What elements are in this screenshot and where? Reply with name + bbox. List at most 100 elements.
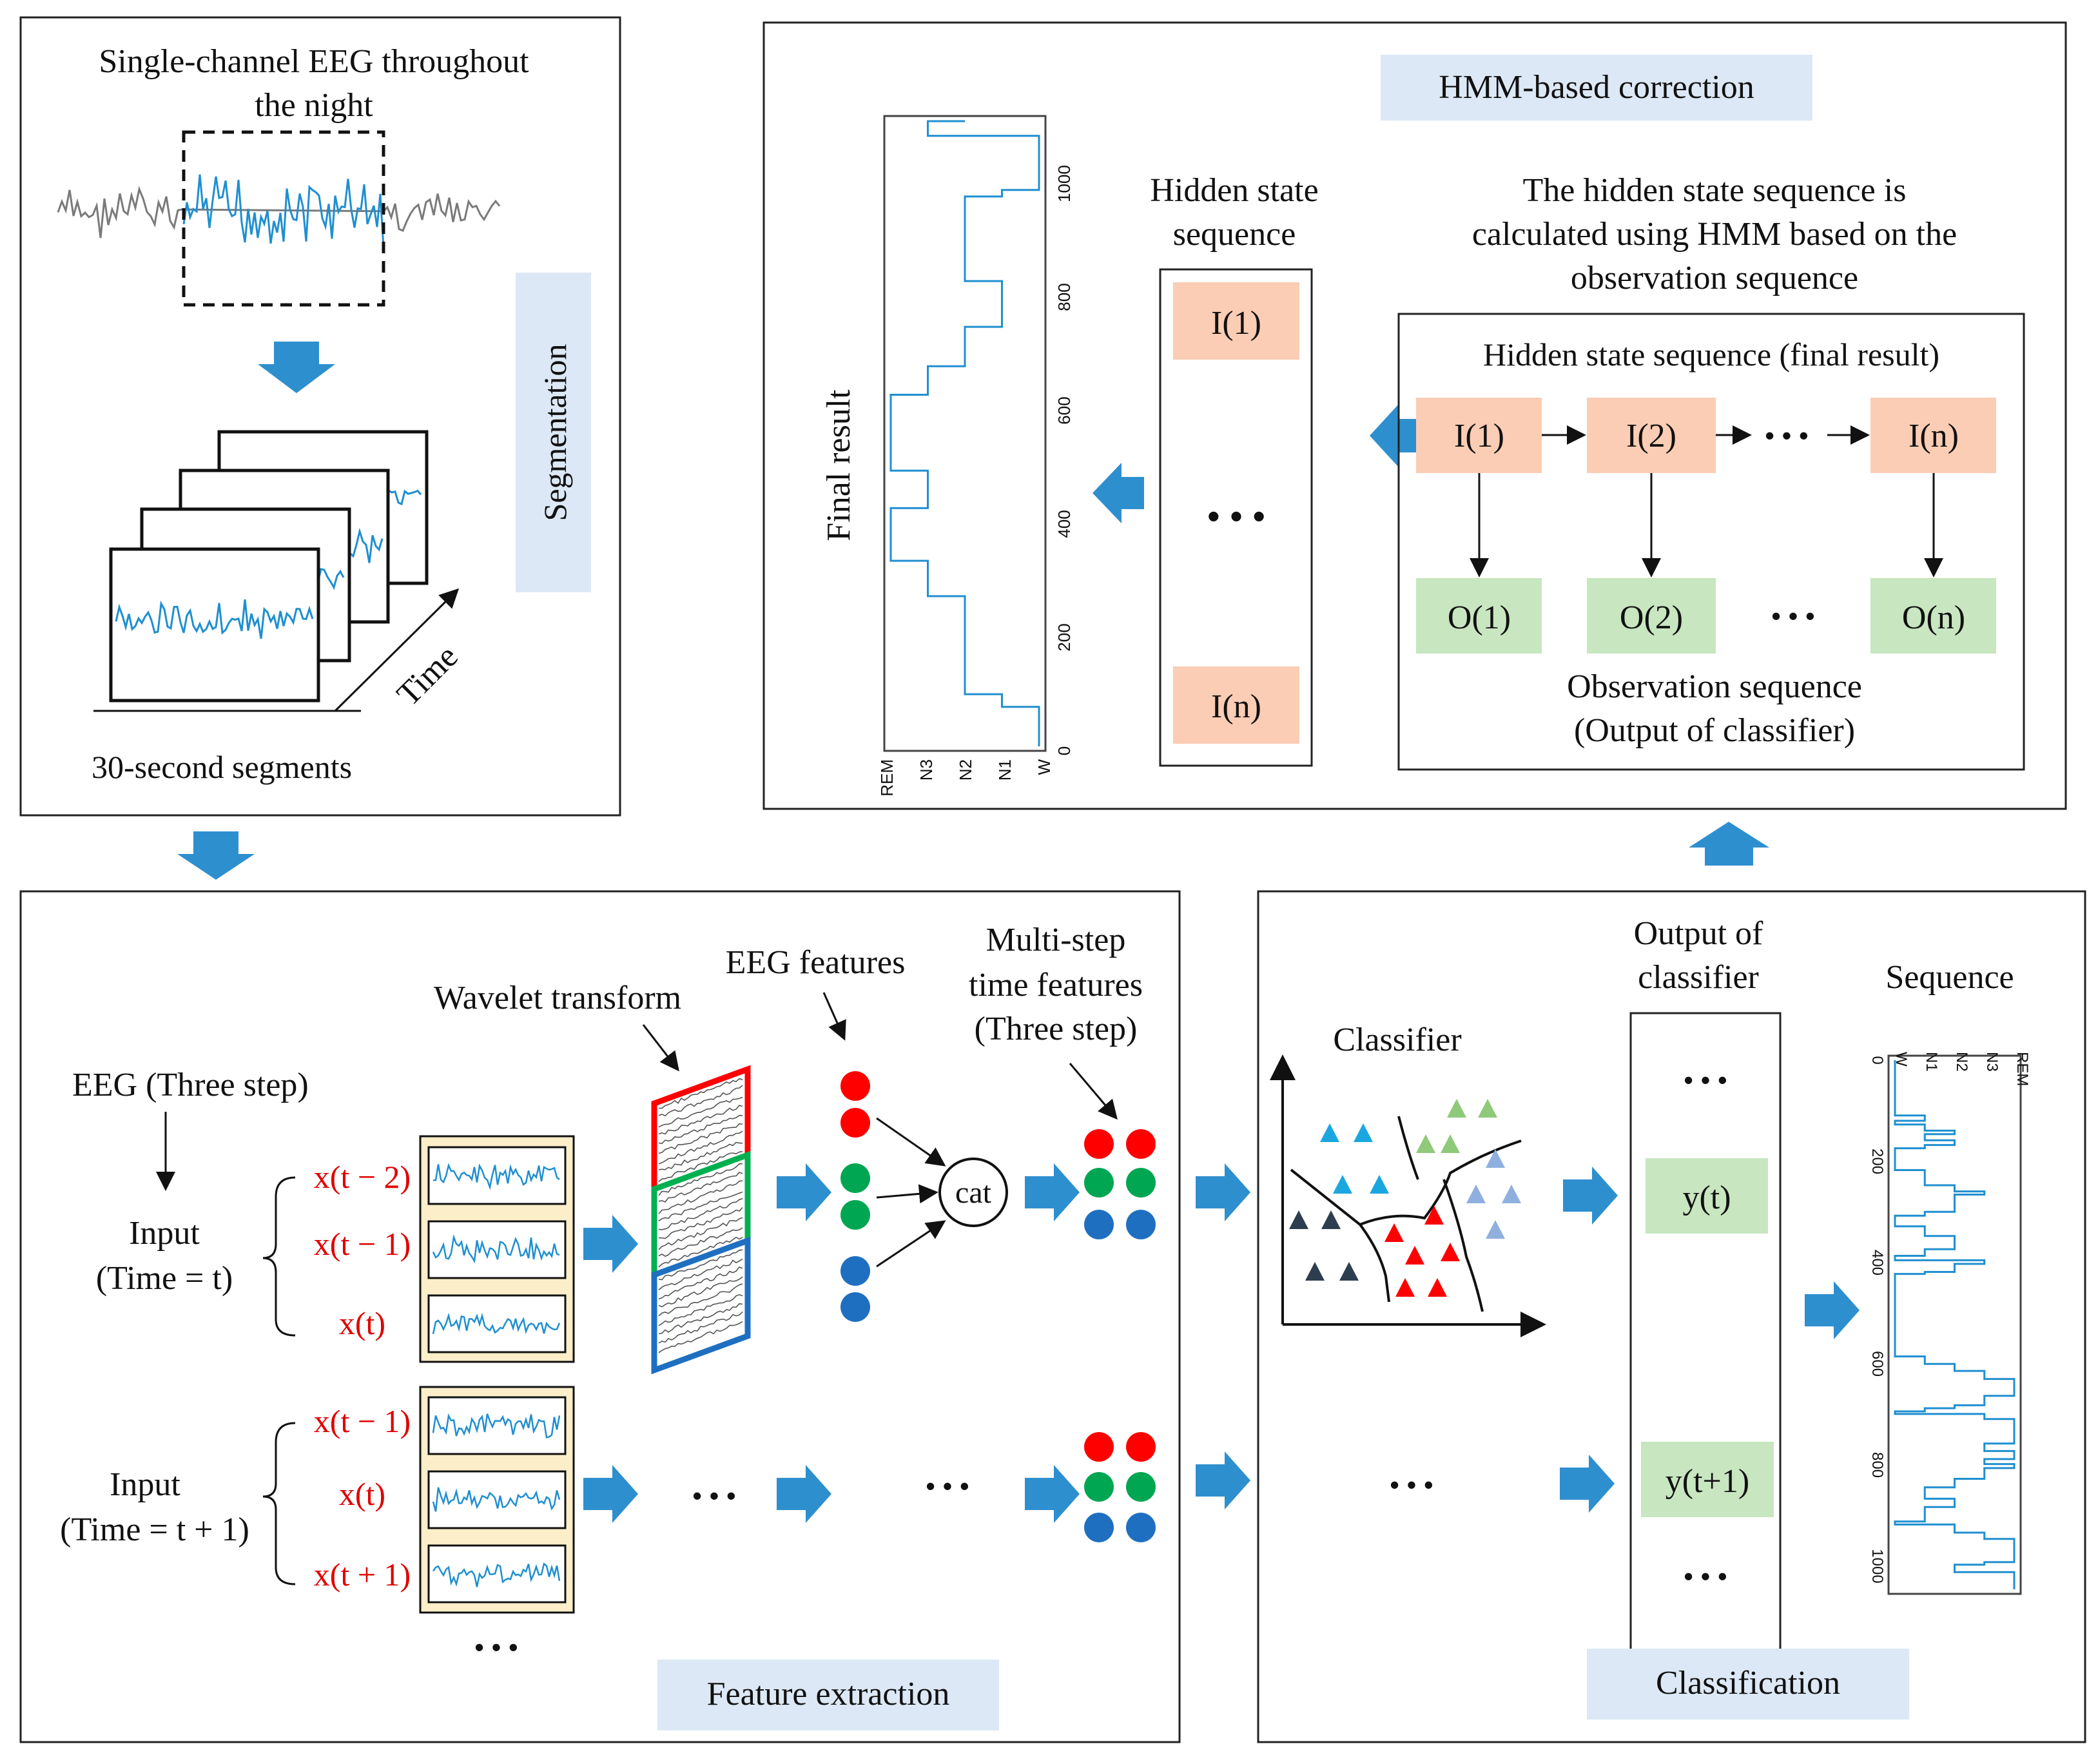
input1-line1: Input <box>129 1215 200 1252</box>
ms2-green-a <box>1084 1472 1114 1502</box>
multistep-line3: (Three step) <box>975 1011 1138 1047</box>
output-yt-box <box>1646 1158 1768 1234</box>
multistep-dots-1 <box>1084 1129 1156 1239</box>
feature-extraction-panel: EEG (Three step) Input (Time = t) x(t − … <box>19 890 1181 1743</box>
segment-stack: Time <box>93 430 465 713</box>
hidden-seq-column <box>1159 268 1313 767</box>
sequence-label: Sequence <box>1885 959 2014 996</box>
signal-box <box>427 1396 567 1455</box>
class-sample-triangle <box>1405 1246 1424 1265</box>
ms1-green-a <box>1084 1168 1114 1197</box>
ms1-red-b <box>1126 1129 1156 1159</box>
eeg-features-label: EEG features <box>726 944 906 981</box>
input2-x-1: x(t − 1) <box>314 1403 411 1439</box>
arrow-dots-to-output <box>1560 1455 1615 1513</box>
seq-y-tick: 800 <box>1869 1452 1886 1478</box>
feature-label-box <box>657 1660 999 1730</box>
classifier-dots: • • • <box>1390 1469 1433 1500</box>
observation-text-1: O(1) <box>1448 599 1511 636</box>
eeg-features-pointer <box>822 992 846 1041</box>
arrow-wavelet-to-features <box>777 1163 831 1221</box>
final-y-tick: 600 <box>1054 396 1074 424</box>
time-axis-arrow <box>334 588 460 712</box>
wavelet-map-3 <box>651 1236 751 1375</box>
decision-boundary-1 <box>1290 1168 1390 1303</box>
class-sample-triangle <box>1320 1123 1339 1142</box>
observation-caption-line1: Observation sequence <box>1567 668 1862 705</box>
final-result-plot: 0 200 400 600 800 1000 REM N3 N2 N1 W Final resul… <box>821 115 1074 797</box>
hmm-desc-line1: The hidden state sequence is <box>1523 172 1907 209</box>
segmentation-title-line1: Single-channel EEG throughout <box>99 43 529 80</box>
input2-x-3: x(t + 1) <box>314 1556 411 1593</box>
arrow-cat-to-multistep <box>1025 1163 1080 1221</box>
multistep-line2: time features <box>969 967 1143 1003</box>
feature-dot-red-2 <box>840 1108 870 1138</box>
class-sample-triangle <box>1441 1134 1460 1153</box>
input2-brace <box>262 1422 296 1585</box>
hidden-row-dots: • • • <box>1765 420 1808 451</box>
seq-x-tick: N3 <box>1983 1052 2001 1072</box>
eeg-signal-full-night <box>57 186 501 238</box>
observation-caption-line2: (Output of classifier) <box>1574 712 1855 749</box>
seq-x-tick: N2 <box>1953 1052 1970 1072</box>
wavelet-label: Wavelet transform <box>434 980 681 1016</box>
hidden-last-text: I(n) <box>1211 688 1261 725</box>
hidden-state-text-1: I(1) <box>1454 418 1504 454</box>
eeg-three-step-label: EEG (Three step) <box>72 1067 309 1103</box>
decision-boundary-4 <box>1442 1179 1484 1312</box>
ms2-red-b <box>1126 1432 1156 1462</box>
ms1-blue-b <box>1126 1210 1156 1239</box>
hidden-first-box <box>1173 282 1299 360</box>
classification-label: Classification <box>1656 1665 1840 1701</box>
class-sample-triangle <box>1428 1278 1447 1297</box>
classifier-output-hypnogram <box>1894 1060 2015 1589</box>
hidden-state-box-n <box>1870 398 1996 473</box>
feature-dot-green-2 <box>840 1200 870 1230</box>
hidden-state-box-2 <box>1587 398 1716 473</box>
multistep-dots-2 <box>1084 1432 1156 1542</box>
seq-y-tick: 600 <box>1869 1351 1886 1377</box>
classifier-label: Classifier <box>1333 1022 1461 1058</box>
final-x-tick: W <box>1034 759 1054 775</box>
seq-y-tick: 1000 <box>1869 1549 1886 1583</box>
hmm-desc-line2: calculated using HMM based on the <box>1472 216 1957 253</box>
down-arrow-to-feature <box>177 831 255 880</box>
segmentation-label-box <box>516 273 591 592</box>
left-arrow-to-final-result <box>1093 463 1144 523</box>
input-more-dots: • • • <box>474 1632 518 1662</box>
final-y-tick: 400 <box>1054 510 1074 538</box>
decision-boundary-3 <box>1397 1116 1419 1180</box>
ms2-green-b <box>1126 1472 1156 1502</box>
output-yt1-box <box>1641 1442 1774 1517</box>
multistep-pointer <box>1069 1063 1118 1120</box>
eeg-signal-highlighted-segment <box>182 174 385 247</box>
output-line2: classifier <box>1638 959 1759 996</box>
hmm-model-box: Hidden state sequence (final result) I(1… <box>1397 313 2025 771</box>
input1-x-2: x(t − 1) <box>314 1226 411 1262</box>
class-sample-triangle <box>1466 1185 1486 1203</box>
class-sample-triangle <box>1416 1134 1435 1153</box>
hidden-state-box-1 <box>1416 398 1542 473</box>
seq-y-tick: 0 <box>1869 1056 1886 1064</box>
arrow-dots-to-multistep2 <box>1025 1465 1080 1523</box>
output-line1: Output of <box>1634 915 1763 952</box>
green-to-cat-arrow <box>876 1184 938 1204</box>
observation-text-2: O(2) <box>1620 599 1683 636</box>
input2-line1: Input <box>110 1466 180 1503</box>
final-y-tick: 0 <box>1054 746 1074 755</box>
class-sample-triangle <box>1447 1099 1466 1118</box>
hmm-desc-line3: observation sequence <box>1571 260 1858 296</box>
hmm-label-box <box>1381 55 1812 121</box>
ms1-blue-a <box>1084 1210 1114 1239</box>
feature-dots-1: • • • <box>692 1480 735 1511</box>
signal-box <box>427 1544 567 1604</box>
class-sample-triangle <box>1441 1243 1460 1261</box>
class-sample-triangle <box>1289 1210 1308 1229</box>
hmm-label: HMM-based correction <box>1439 69 1754 106</box>
seq-y-tick: 400 <box>1869 1250 1886 1275</box>
ms1-red-a <box>1084 1129 1114 1159</box>
class-sample-triangle <box>1321 1210 1341 1229</box>
arrow-output-to-sequence <box>1805 1281 1860 1339</box>
output-yt: y(t) <box>1682 1179 1731 1216</box>
seq-x-tick: REM <box>2014 1052 2031 1086</box>
